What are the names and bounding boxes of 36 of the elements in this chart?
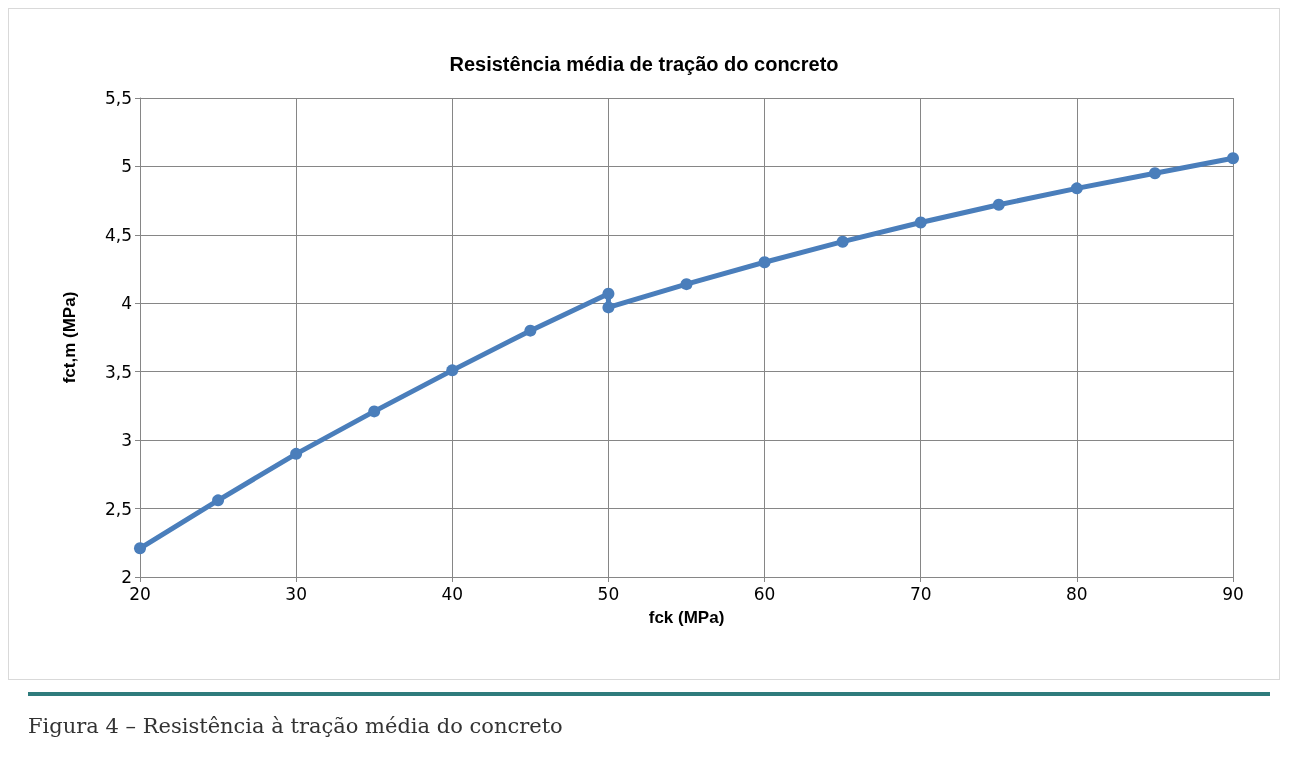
- point: [836, 235, 849, 248]
- x-axis-title: fck (MPa): [648, 608, 725, 627]
- y-tick-label: 3,5: [104, 361, 132, 382]
- point: [1227, 152, 1239, 165]
- point: [1148, 167, 1161, 180]
- point: [446, 364, 459, 377]
- point: [680, 278, 693, 291]
- x-tick-label: 70: [909, 583, 932, 604]
- x-tick-label: 50: [597, 583, 620, 604]
- point: [602, 287, 615, 300]
- x-tick-label: 60: [753, 583, 776, 604]
- x-tick-label: 40: [441, 583, 464, 604]
- point: [134, 542, 146, 555]
- y-tick-label: 4: [121, 293, 132, 314]
- x-tick-label: 90: [1222, 583, 1244, 604]
- text: Figura 4 – Resistência à tração média do concreto: [28, 714, 563, 738]
- point: [914, 216, 927, 229]
- point: [602, 301, 615, 314]
- y-tick-label: 4,5: [104, 224, 132, 245]
- point: [1070, 182, 1083, 195]
- chart-title: Resistência média de tração do concreto: [449, 53, 839, 75]
- point: [524, 324, 537, 337]
- point: [290, 447, 303, 460]
- point: [212, 494, 225, 507]
- y-tick-label: 2: [121, 567, 132, 587]
- y-tick-label: 5,5: [104, 88, 132, 108]
- y-tick-label: 2,5: [104, 498, 132, 519]
- x-tick-label: 80: [1066, 583, 1088, 604]
- y-tick-label: 3: [121, 430, 132, 451]
- x-tick-label: 20: [129, 583, 151, 604]
- x-tick-label: 30: [285, 583, 307, 604]
- point: [758, 256, 771, 269]
- y-axis-title: fct,m (MPa): [60, 291, 79, 384]
- point: [992, 198, 1005, 211]
- point: [368, 405, 381, 418]
- y-tick-label: 5: [121, 156, 132, 177]
